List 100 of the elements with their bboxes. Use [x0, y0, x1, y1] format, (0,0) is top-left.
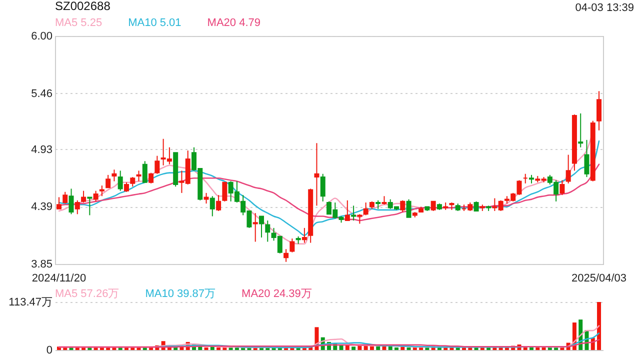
candlestick [357, 214, 362, 224]
candlestick [363, 202, 368, 216]
candlestick [154, 155, 160, 174]
y-tick-label: 4.39 [31, 201, 52, 214]
candlestick [566, 154, 571, 184]
text: 04-03 13:39 [575, 2, 634, 14]
candlestick [314, 142, 320, 206]
candlestick [112, 169, 117, 182]
bar [444, 347, 448, 350]
bar [118, 347, 122, 350]
candlestick [216, 194, 222, 212]
candlestick [406, 198, 412, 218]
candlestick [142, 160, 148, 183]
bar [597, 302, 602, 350]
text: MA10 39.87万 [145, 287, 216, 301]
candlestick [62, 191, 68, 204]
text: MA20 24.39万 [242, 287, 312, 301]
bar [228, 347, 233, 350]
bar [412, 347, 417, 350]
text: MA10 5.01 [128, 17, 182, 29]
candlestick [68, 188, 74, 215]
bar [468, 347, 472, 350]
candlestick [351, 205, 356, 222]
candlestick [584, 139, 590, 178]
bar [450, 347, 454, 350]
bar [204, 347, 208, 350]
y-tick-label: 6.00 [31, 30, 52, 42]
candlestick [474, 200, 479, 212]
y-tick-label: 0 [46, 344, 52, 356]
candlestick [81, 190, 86, 203]
bar [437, 347, 442, 350]
y-tick-label: 3.85 [31, 258, 52, 270]
bar [130, 347, 135, 350]
candlestick [302, 227, 307, 244]
bar [94, 347, 98, 350]
bar [480, 347, 484, 350]
line-series [58, 140, 600, 236]
bar [456, 347, 460, 350]
line-series [58, 339, 600, 348]
candlestick [560, 180, 565, 196]
candlestick [74, 200, 80, 215]
candlestick [430, 200, 436, 212]
bar [425, 347, 430, 350]
bar [82, 347, 86, 350]
bar [523, 347, 528, 350]
bar [530, 347, 534, 350]
candlestick [400, 200, 406, 213]
candlestick [204, 192, 209, 204]
candlestick [344, 200, 350, 222]
candlestick [99, 185, 104, 197]
bar [542, 347, 546, 350]
bar [492, 347, 497, 350]
bar [142, 347, 147, 350]
bar [548, 347, 552, 350]
bar [124, 347, 128, 350]
bar [486, 347, 491, 350]
bar [394, 347, 399, 350]
y-tick-label: 113.47万 [8, 296, 52, 308]
candlestick [106, 174, 111, 188]
bar [419, 347, 424, 350]
bar [88, 347, 92, 350]
bar [498, 347, 503, 350]
bar [352, 346, 356, 350]
candlestick [118, 170, 123, 192]
bar [112, 347, 116, 350]
x-tick-label: 2024/11/20 [32, 272, 86, 284]
candlestick [290, 238, 295, 253]
bar [345, 345, 350, 350]
bar [216, 347, 221, 350]
candlestick [124, 182, 129, 192]
y-tick-label: 4.93 [31, 144, 52, 156]
y-tick-label: 5.46 [31, 88, 52, 100]
candlestick [265, 220, 270, 242]
bar [462, 347, 466, 350]
candlestick [222, 182, 228, 202]
bar [222, 347, 227, 350]
text: MA5 5.25 [55, 17, 102, 29]
bar [474, 347, 478, 350]
candlestick [136, 170, 142, 182]
candlestick [93, 190, 98, 202]
bar [106, 347, 110, 350]
bar [504, 347, 509, 350]
x-tick-label: 2025/04/03 [571, 272, 627, 284]
candlestick [596, 90, 602, 131]
candlestick [320, 173, 326, 202]
text: MA5 57.26万 [55, 287, 120, 301]
candlestick [578, 112, 584, 148]
bar [136, 347, 141, 350]
bar [100, 347, 104, 350]
candlestick [252, 212, 258, 242]
bar [560, 347, 564, 350]
bar [149, 347, 154, 350]
candlestick [284, 248, 289, 262]
bar [234, 347, 239, 350]
bar [406, 347, 411, 350]
chart-title: SZ002688 [55, 0, 111, 13]
candlestick [148, 172, 154, 184]
text: MA20 4.79 [207, 17, 260, 29]
candlestick [210, 196, 215, 217]
candlestick [130, 176, 136, 188]
